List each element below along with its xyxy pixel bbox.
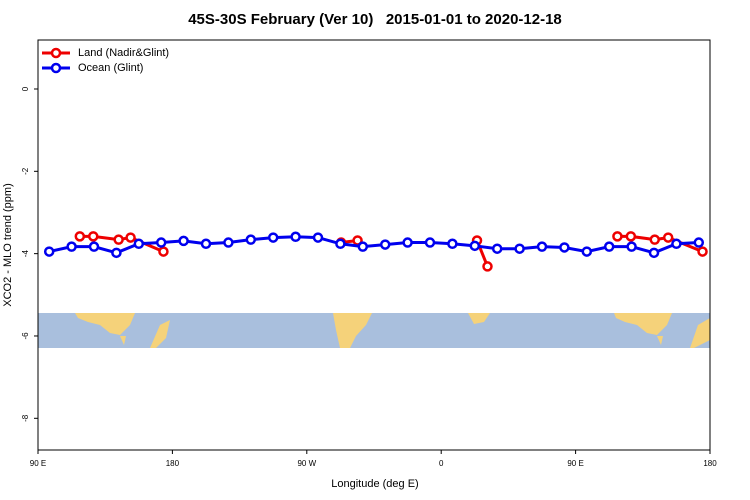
- data-point: [158, 246, 169, 257]
- data-point: [113, 234, 124, 245]
- data-point: [74, 231, 86, 242]
- land-shape: [614, 313, 672, 335]
- data-point: [379, 239, 391, 250]
- data-point: [88, 241, 100, 252]
- data-point: [402, 237, 413, 248]
- data-point: [625, 231, 637, 242]
- y-tick-label: -4: [21, 250, 30, 258]
- data-point: [469, 240, 481, 252]
- data-point: [536, 241, 548, 252]
- legend-label: Land (Nadir&Glint): [78, 47, 169, 59]
- data-point: [491, 243, 503, 254]
- x-tick-label: 90 E: [30, 459, 46, 468]
- data-point: [125, 232, 136, 243]
- data-point: [312, 232, 324, 243]
- data-point: [697, 246, 708, 257]
- legend: Land (Nadir&Glint) Ocean (Glint): [42, 47, 169, 74]
- data-point: [514, 243, 525, 254]
- land-shape: [690, 318, 710, 348]
- land-shape: [120, 336, 126, 345]
- data-point: [626, 241, 637, 252]
- data-point: [43, 246, 55, 257]
- x-tick-label: 90 E: [567, 459, 583, 468]
- data-point: [559, 242, 570, 253]
- data-point: [133, 238, 145, 250]
- y-tick-label: 0: [21, 86, 30, 91]
- data-point: [223, 237, 234, 248]
- data-point: [335, 238, 346, 250]
- data-point: [482, 261, 493, 272]
- land-shape: [468, 313, 490, 324]
- data-point: [267, 232, 279, 243]
- x-tick-label: 90 W: [297, 459, 316, 468]
- x-axis-label: Longitude (deg E): [331, 478, 418, 490]
- data-point: [245, 234, 257, 245]
- data-point: [662, 232, 674, 243]
- data-point: [111, 247, 122, 259]
- data-point: [693, 237, 705, 248]
- data-point: [581, 246, 593, 257]
- land-shape: [150, 320, 170, 348]
- x-tick-label: 180: [703, 459, 717, 468]
- map-band: [38, 313, 710, 348]
- data-point: [671, 238, 682, 250]
- data-point: [357, 241, 369, 252]
- plot-frame: [37, 39, 711, 451]
- legend-label: Ocean (Glint): [78, 62, 143, 74]
- y-tick-label: -6: [21, 332, 30, 340]
- land-shape: [657, 336, 663, 345]
- y-axis-label: XCO2 - MLO trend (ppm): [2, 183, 14, 306]
- data-point: [200, 238, 212, 250]
- data-point: [649, 234, 660, 245]
- land-shape: [75, 313, 135, 335]
- data-point: [603, 241, 615, 252]
- chart-title: 45S-30S February (Ver 10) 2015-01-01 to …: [188, 11, 562, 28]
- x-tick-label: 180: [166, 459, 180, 468]
- legend-marker: [50, 62, 62, 74]
- data-point: [66, 241, 77, 252]
- land-shape: [333, 313, 372, 348]
- y-tick-label: -2: [21, 167, 30, 175]
- data-point: [290, 231, 301, 243]
- data-point: [155, 237, 167, 248]
- x-tick-label: 0: [439, 459, 444, 468]
- data-point: [612, 231, 623, 242]
- y-tick-label: -8: [21, 414, 30, 422]
- legend-marker: [50, 47, 62, 59]
- data-point: [178, 235, 189, 247]
- data-point: [648, 247, 660, 259]
- data-point: [88, 231, 99, 242]
- data-point: [447, 238, 458, 250]
- data-point: [424, 237, 436, 248]
- ocean-background: [38, 313, 710, 348]
